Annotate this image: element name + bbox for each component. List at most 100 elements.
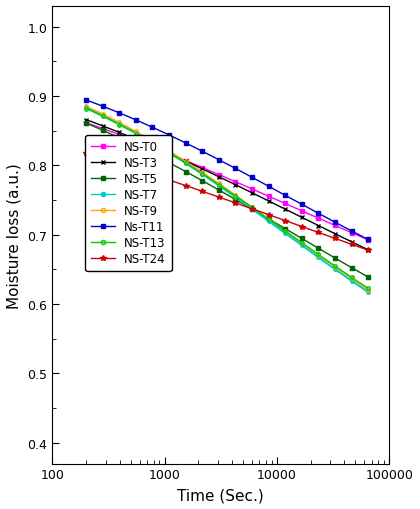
NS-T5 (200, 178, 205, 184)
NS-T5 (332, 256, 337, 262)
NS-T7 (365, 289, 370, 295)
Line: NS-T13: NS-T13 (84, 107, 370, 291)
NS-T7 (233, 194, 238, 201)
Ns-T11 (167, 133, 172, 139)
NS-T24 (150, 172, 155, 178)
NS-T7 (200, 172, 205, 178)
NS-T13 (283, 229, 288, 235)
NS-T0 (249, 186, 255, 192)
Ns-T11 (283, 193, 288, 199)
NS-T0 (332, 223, 337, 229)
NS-T0 (100, 126, 105, 132)
Ns-T11 (84, 98, 89, 104)
NS-T0 (84, 121, 89, 127)
Legend: NS-T0, NS-T3, NS-T5, NS-T7, NS-T9, Ns-T11, NS-T13, NS-T24: NS-T0, NS-T3, NS-T5, NS-T7, NS-T9, Ns-T1… (85, 135, 172, 271)
NS-T13 (100, 114, 105, 120)
NS-T9 (249, 205, 255, 211)
NS-T9 (349, 276, 354, 282)
Ns-T11 (134, 118, 139, 124)
NS-T9 (100, 112, 105, 118)
NS-T3 (100, 124, 105, 130)
NS-T7 (299, 243, 304, 249)
NS-T5 (117, 135, 122, 142)
NS-T9 (134, 129, 139, 135)
NS-T3 (150, 144, 155, 150)
NS-T24 (349, 242, 354, 248)
NS-T24 (84, 151, 89, 157)
Line: NS-T24: NS-T24 (84, 151, 371, 253)
NS-T3 (167, 151, 172, 157)
NS-T9 (216, 181, 221, 187)
NS-T9 (233, 192, 238, 199)
NS-T0 (233, 179, 238, 185)
NS-T3 (117, 130, 122, 136)
Ns-T11 (117, 110, 122, 117)
NS-T0 (183, 158, 188, 164)
X-axis label: Time (Sec.): Time (Sec.) (177, 487, 264, 502)
NS-T3 (316, 223, 321, 229)
NS-T3 (84, 117, 89, 123)
NS-T0 (117, 132, 122, 138)
NS-T3 (249, 190, 255, 196)
NS-T13 (266, 217, 271, 223)
NS-T7 (84, 105, 89, 111)
NS-T9 (84, 104, 89, 110)
Ns-T11 (299, 202, 304, 208)
NS-T7 (117, 122, 122, 128)
NS-T3 (183, 159, 188, 165)
NS-T3 (299, 215, 304, 221)
Ns-T11 (316, 211, 321, 217)
NS-T13 (150, 140, 155, 147)
NS-T13 (299, 240, 304, 246)
NS-T5 (150, 152, 155, 158)
Ns-T11 (216, 157, 221, 163)
Line: NS-T9: NS-T9 (84, 105, 370, 292)
NS-T24 (249, 206, 255, 212)
Ns-T11 (100, 104, 105, 110)
NS-T0 (216, 172, 221, 178)
NS-T24 (299, 224, 304, 230)
NS-T24 (183, 183, 188, 189)
NS-T24 (117, 161, 122, 167)
NS-T7 (100, 113, 105, 119)
NS-T0 (266, 194, 271, 200)
NS-T13 (167, 150, 172, 156)
NS-T3 (216, 174, 221, 180)
NS-T13 (134, 131, 139, 137)
Line: NS-T5: NS-T5 (84, 122, 370, 279)
NS-T13 (216, 182, 221, 188)
Line: NS-T7: NS-T7 (84, 106, 370, 294)
NS-T9 (332, 264, 337, 270)
NS-T9 (183, 159, 188, 165)
NS-T13 (316, 252, 321, 258)
Ns-T11 (200, 149, 205, 155)
NS-T5 (349, 265, 354, 271)
NS-T0 (349, 230, 354, 236)
Ns-T11 (365, 237, 370, 243)
NS-T7 (316, 254, 321, 261)
NS-T24 (365, 248, 370, 254)
NS-T0 (299, 208, 304, 214)
NS-T13 (249, 205, 255, 211)
NS-T5 (365, 274, 370, 280)
NS-T5 (167, 160, 172, 166)
NS-T13 (200, 171, 205, 177)
NS-T9 (299, 240, 304, 246)
NS-T3 (200, 166, 205, 173)
NS-T5 (316, 246, 321, 252)
Line: NS-T0: NS-T0 (84, 122, 370, 242)
Line: NS-T3: NS-T3 (84, 118, 370, 252)
NS-T5 (183, 169, 188, 175)
NS-T0 (150, 145, 155, 151)
NS-T5 (299, 236, 304, 242)
NS-T13 (117, 122, 122, 128)
NS-T7 (134, 131, 139, 137)
NS-T5 (84, 121, 89, 127)
NS-T7 (216, 183, 221, 189)
NS-T5 (283, 226, 288, 232)
NS-T24 (332, 236, 337, 242)
NS-T24 (167, 178, 172, 184)
NS-T0 (200, 165, 205, 171)
NS-T5 (134, 144, 139, 150)
Ns-T11 (266, 184, 271, 190)
